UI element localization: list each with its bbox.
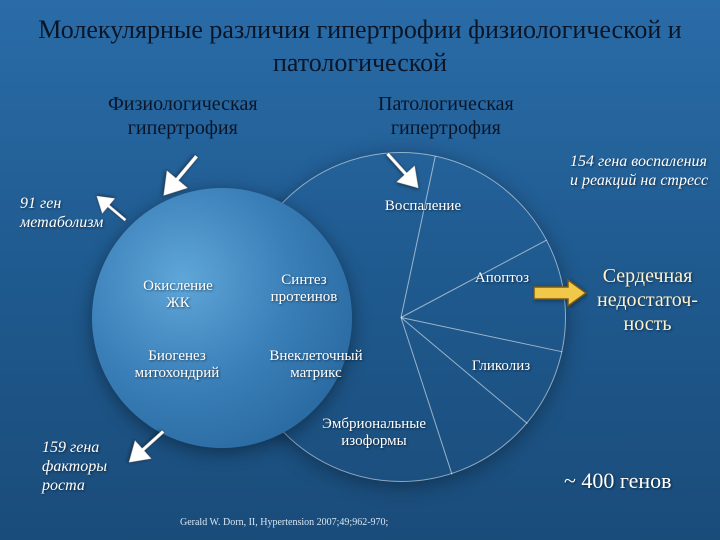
note-400-genes: ~ 400 генов	[564, 468, 672, 494]
label-inflammation: Воспаление	[368, 198, 478, 215]
label-matrix: Внеклеточныйматрикс	[256, 348, 376, 383]
label-embryo: Эмбриональныеизоформы	[304, 416, 444, 451]
venn-left-circle	[92, 188, 352, 448]
subtitle-pathological: Патологическаягипертрофия	[378, 92, 514, 140]
subtitle-physiological: Физиологическаягипертрофия	[108, 92, 258, 140]
heart-failure-label: Сердечная недостаточ-ность	[580, 264, 715, 336]
label-glycolysis: Гликолиз	[456, 358, 546, 375]
citation-text: Gerald W. Dorn, II, Hypertension 2007;49…	[180, 517, 388, 528]
label-protein: Синтезпротеинов	[254, 272, 354, 307]
note-154-genes: 154 гена воспаления и реакций на стресс	[570, 152, 715, 190]
label-apoptosis: Апоптоз	[462, 270, 542, 287]
arrow-to-heart	[532, 278, 588, 308]
label-oxidation: ОкислениеЖК	[128, 278, 228, 313]
label-mito: Биогенезмитохондрий	[122, 348, 232, 383]
page-title: Молекулярные различия гипертрофии физиол…	[0, 0, 720, 85]
